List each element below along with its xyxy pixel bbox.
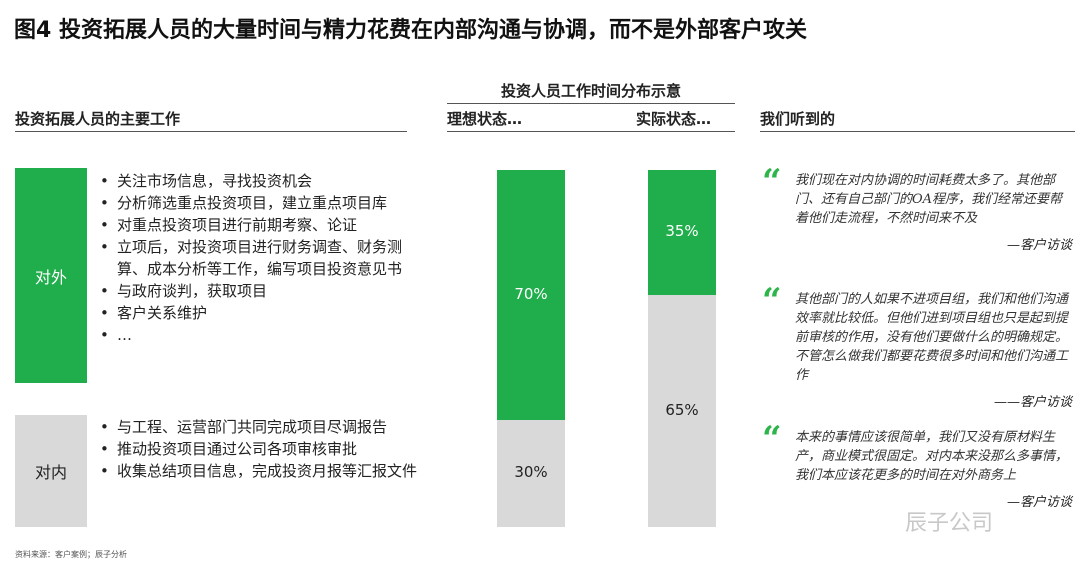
right-header: 我们听到的 [760, 110, 836, 128]
data-label: 70% [514, 284, 548, 303]
quote-text: 其他部门的人如果不进项目组，我们和他们沟通效率就比较低。但他们进到项目组也只是起… [795, 292, 1069, 383]
quote-attribution: —客户访谈 [1006, 238, 1072, 253]
task-item: 分析筛选重点投资项目，建立重点项目库 [100, 192, 420, 214]
divider [447, 103, 735, 104]
task-item: 收集总结项目信息，完成投资月报等汇报文件 [100, 460, 420, 482]
category-label-actual: 实际状态… [636, 110, 712, 128]
internal-label: 对内 [15, 415, 87, 527]
category-label-ideal: 理想状态… [447, 110, 523, 128]
watermark: 辰子公司 [905, 511, 994, 536]
divider [15, 131, 407, 132]
quote-text: 我们现在对内协调的时间耗费太多了。其他部门、还有自己部门的OA程序，我们经常还要… [795, 173, 1063, 226]
external-label: 对外 [15, 168, 87, 383]
bar-segment-internal-1: 65% [648, 294, 716, 527]
source-note: 资料来源：客户案例；辰子分析 [15, 550, 127, 559]
task-item: 客户关系维护 [100, 302, 420, 324]
internal-task-list: 与工程、运营部门共同完成项目尽调报告推动投资项目通过公司各项审核审批收集总结项目… [100, 416, 420, 482]
task-item: 关注市场信息，寻找投资机会 [100, 170, 420, 192]
page-title: 图4 投资拓展人员的大量时间与精力花费在内部沟通与协调，而不是外部客户攻关 [14, 18, 807, 43]
data-label: 30% [514, 463, 548, 482]
quote-attribution: ——客户访谈 [993, 395, 1072, 410]
quote-attribution: —客户访谈 [1006, 495, 1072, 510]
quote-mark-icon: “ [762, 281, 782, 321]
divider [760, 131, 1075, 132]
task-item: … [100, 324, 420, 346]
task-item: 立项后，对投资项目进行财务调查、财务测算、成本分析等工作，编写项目投资意见书 [100, 236, 420, 280]
task-item: 与工程、运营部门共同完成项目尽调报告 [100, 416, 420, 438]
task-item: 推动投资项目通过公司各项审核审批 [100, 438, 420, 460]
bar-segment-internal-0: 30% [497, 419, 565, 527]
quote-mark-icon: “ [762, 419, 782, 459]
quote-1: “ 我们现在对内协调的时间耗费太多了。其他部门、还有自己部门的OA程序，我们经常… [762, 165, 1072, 253]
task-item: 与政府谈判，获取项目 [100, 280, 420, 302]
external-task-list: 关注市场信息，寻找投资机会分析筛选重点投资项目，建立重点项目库对重点投资项目进行… [100, 170, 420, 346]
quote-text: 本来的事情应该很简单，我们又没有原材料生产，商业模式很固定。对内本来没那么多事情… [795, 430, 1069, 483]
left-header: 投资拓展人员的主要工作 [15, 110, 181, 128]
task-item: 对重点投资项目进行前期考察、论证 [100, 214, 420, 236]
bar-segment-external-1: 35% [648, 170, 716, 295]
quote-2: “ 其他部门的人如果不进项目组，我们和他们沟通效率就比较低。但他们进到项目组也只… [762, 284, 1072, 410]
chart-title: 投资人员工作时间分布示意 [500, 82, 681, 100]
data-label: 65% [665, 400, 699, 419]
data-label: 35% [665, 222, 699, 241]
bar-segment-external-0: 70% [497, 170, 565, 420]
divider [447, 131, 735, 132]
quote-3: “ 本来的事情应该很简单，我们又没有原材料生产，商业模式很固定。对内本来没那么多… [762, 422, 1072, 510]
quote-mark-icon: “ [762, 162, 782, 202]
